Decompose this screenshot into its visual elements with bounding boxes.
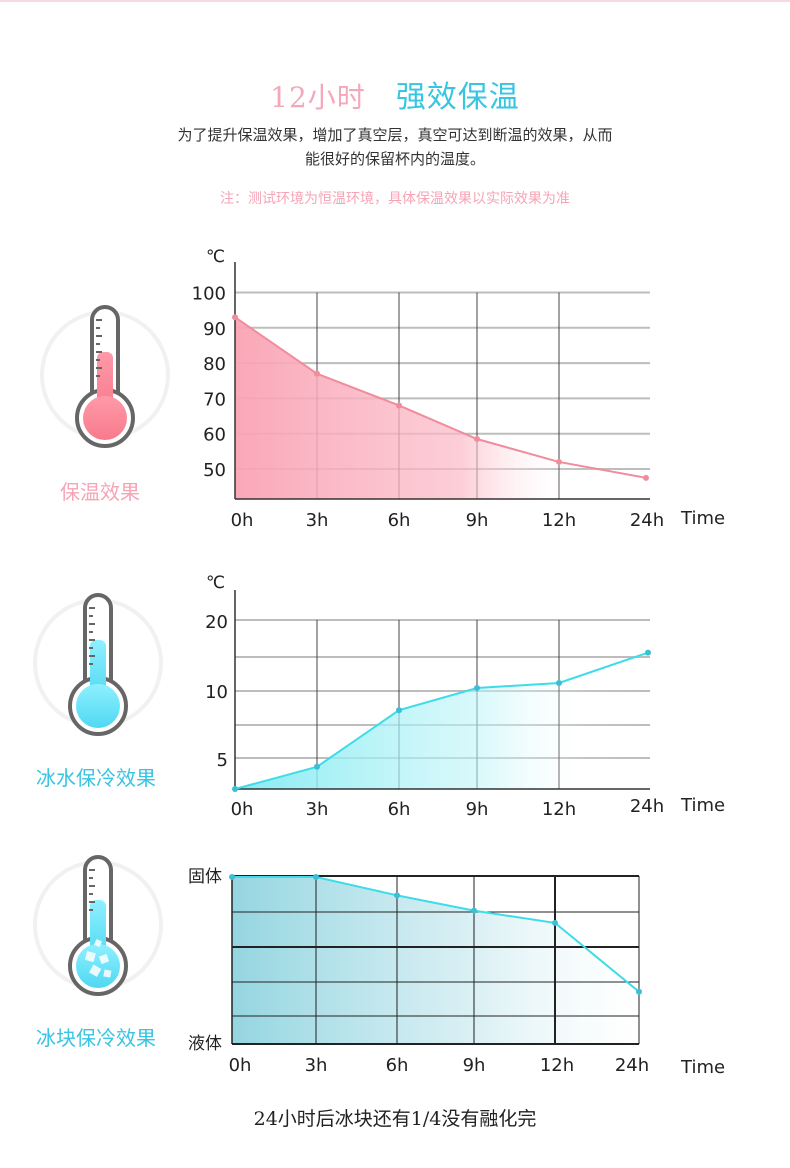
series-line [234,651,649,790]
y-tick-label: 90 [203,319,226,340]
footer-note: 24小时后冰块还有1/4没有融化完 [253,1108,537,1130]
data-point [229,874,235,880]
ice-cubes-icon [84,939,112,978]
x-axis-title: Time [680,1057,725,1078]
data-point [636,988,642,995]
y-tick-label: 60 [203,425,226,446]
x-tick-label: 0h [231,510,254,531]
x-axis-title: Time [680,795,725,816]
data-point [552,919,558,926]
y-unit-label: ℃ [206,247,225,267]
x-tick-label: 9h [466,510,489,531]
x-tick-label: 9h [463,1055,486,1076]
x-tick-label: 3h [306,799,329,820]
chart-ice-water-cooling: ℃ 5 10 20 0h 3h 6h 9h 12h 24h Time [205,573,725,820]
thermometer-warm-icon [40,305,170,448]
x-axis-title: Time [680,508,725,529]
panel-label-ice-cube: 冰块保冷效果 [36,1026,156,1050]
x-tick-label: 12h [542,510,576,531]
x-tick-label: 9h [466,799,489,820]
series-line [232,876,640,993]
y-tick-label: 100 [192,284,226,305]
panel-label-ice-water: 冰水保冷效果 [36,766,156,790]
data-point [471,907,477,914]
y-unit-label: ℃ [206,573,225,593]
y-bottom-label: 液体 [188,1034,222,1054]
data-point [645,649,651,656]
y-tick-label: 50 [203,460,226,481]
data-point [314,370,320,377]
data-point [232,786,238,792]
data-point [314,763,320,770]
title-hours: 12小时 [270,81,366,114]
panel-label-warm: 保温效果 [60,480,140,504]
x-tick-label: 0h [231,799,254,820]
x-tick-label: 12h [540,1055,574,1076]
x-tick-label: 12h [542,799,576,820]
test-note: 注：测试环境为恒温环境，具体保温效果以实际效果为准 [220,191,570,207]
thermometer-ice-icon [33,855,163,996]
y-top-label: 固体 [188,867,222,887]
page-title: 12小时 强效保温 [0,72,790,116]
data-point [556,679,562,686]
thermometer-cold-icon [33,593,163,736]
x-tick-label: 24h [630,510,664,531]
x-tick-label: 6h [388,510,411,531]
x-tick-label: 24h [630,796,664,817]
data-point [643,474,649,481]
title-main: 强效保温 [395,80,520,115]
data-point [394,892,400,899]
area-fill [235,317,646,499]
data-point [396,707,402,714]
area-fill [235,652,648,789]
y-tick-label: 10 [205,682,228,703]
data-point [556,458,562,465]
data-point [474,685,480,691]
data-point [396,402,402,409]
x-tick-label: 24h [615,1055,649,1076]
chart-warm-retention: ℃ 50 60 70 80 90 100 0h 3h 6h 9h 12h 24h Time [192,247,725,531]
area-fill [232,877,639,1044]
x-tick-label: 6h [388,799,411,820]
x-tick-label: 3h [305,1055,328,1076]
data-point [232,314,238,321]
x-tick-label: 0h [229,1055,252,1076]
x-tick-label: 3h [306,510,329,531]
y-tick-label: 80 [203,354,226,375]
description-line-2: 能很好的保留杯内的温度。 [304,150,485,168]
top-border [0,0,790,2]
y-tick-label: 20 [205,612,228,633]
y-tick-label: 70 [203,389,226,410]
x-tick-label: 6h [386,1055,409,1076]
y-tick-label: 5 [217,750,228,771]
description-line-1: 为了提升保温效果，增加了真空层，真空可达到断温的效果，从而 [177,126,613,144]
series-line [234,316,647,479]
data-point [313,874,319,880]
data-point [474,435,480,442]
